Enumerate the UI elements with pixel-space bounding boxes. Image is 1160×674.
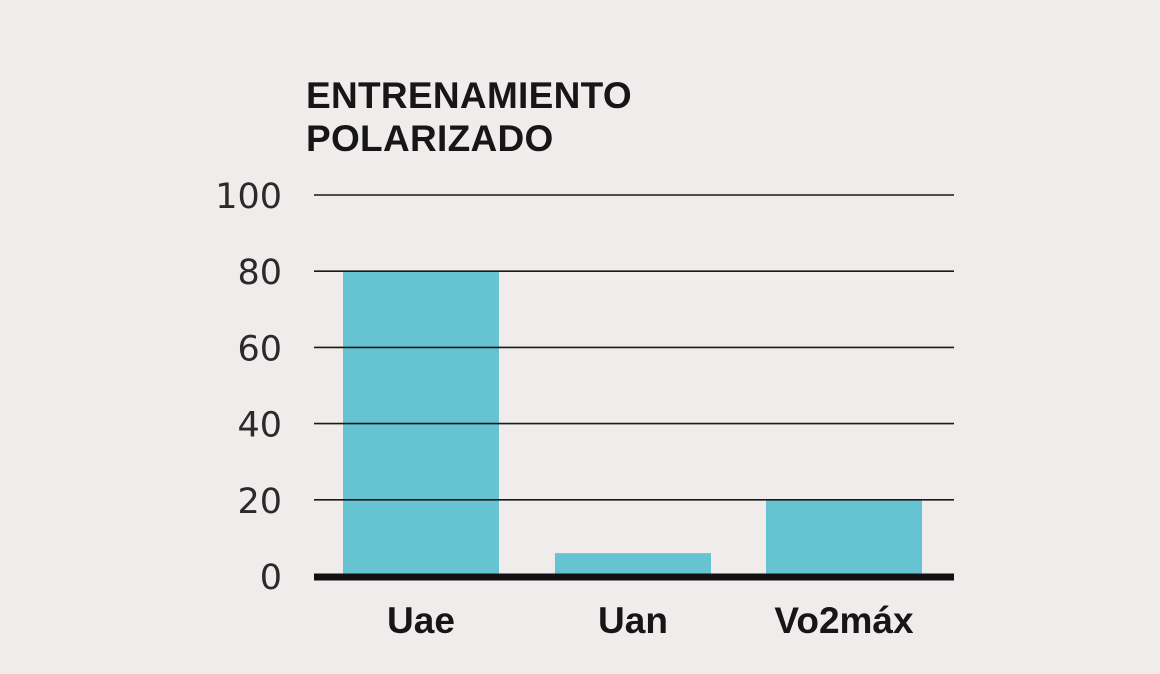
chart-title-line-2: POLARIZADO bbox=[306, 118, 554, 159]
x-category-label: Uae bbox=[387, 600, 455, 641]
chart-title-line-1: ENTRENAMIENTO bbox=[306, 75, 632, 116]
bar-vo2m-x bbox=[766, 499, 922, 576]
y-tick-label-40: 40 bbox=[237, 406, 282, 446]
y-tick-label-0: 0 bbox=[260, 558, 282, 598]
x-category-label: Uan bbox=[598, 600, 668, 641]
y-tick-label-20: 20 bbox=[237, 482, 282, 522]
x-category-label: Vo2máx bbox=[774, 600, 914, 641]
chart-title: ENTRENAMIENTO POLARIZADO bbox=[306, 74, 632, 160]
y-tick-label-100: 100 bbox=[215, 177, 282, 217]
y-tick-label-80: 80 bbox=[237, 253, 282, 293]
bar-uan bbox=[555, 553, 711, 576]
y-tick-label-60: 60 bbox=[237, 329, 282, 369]
